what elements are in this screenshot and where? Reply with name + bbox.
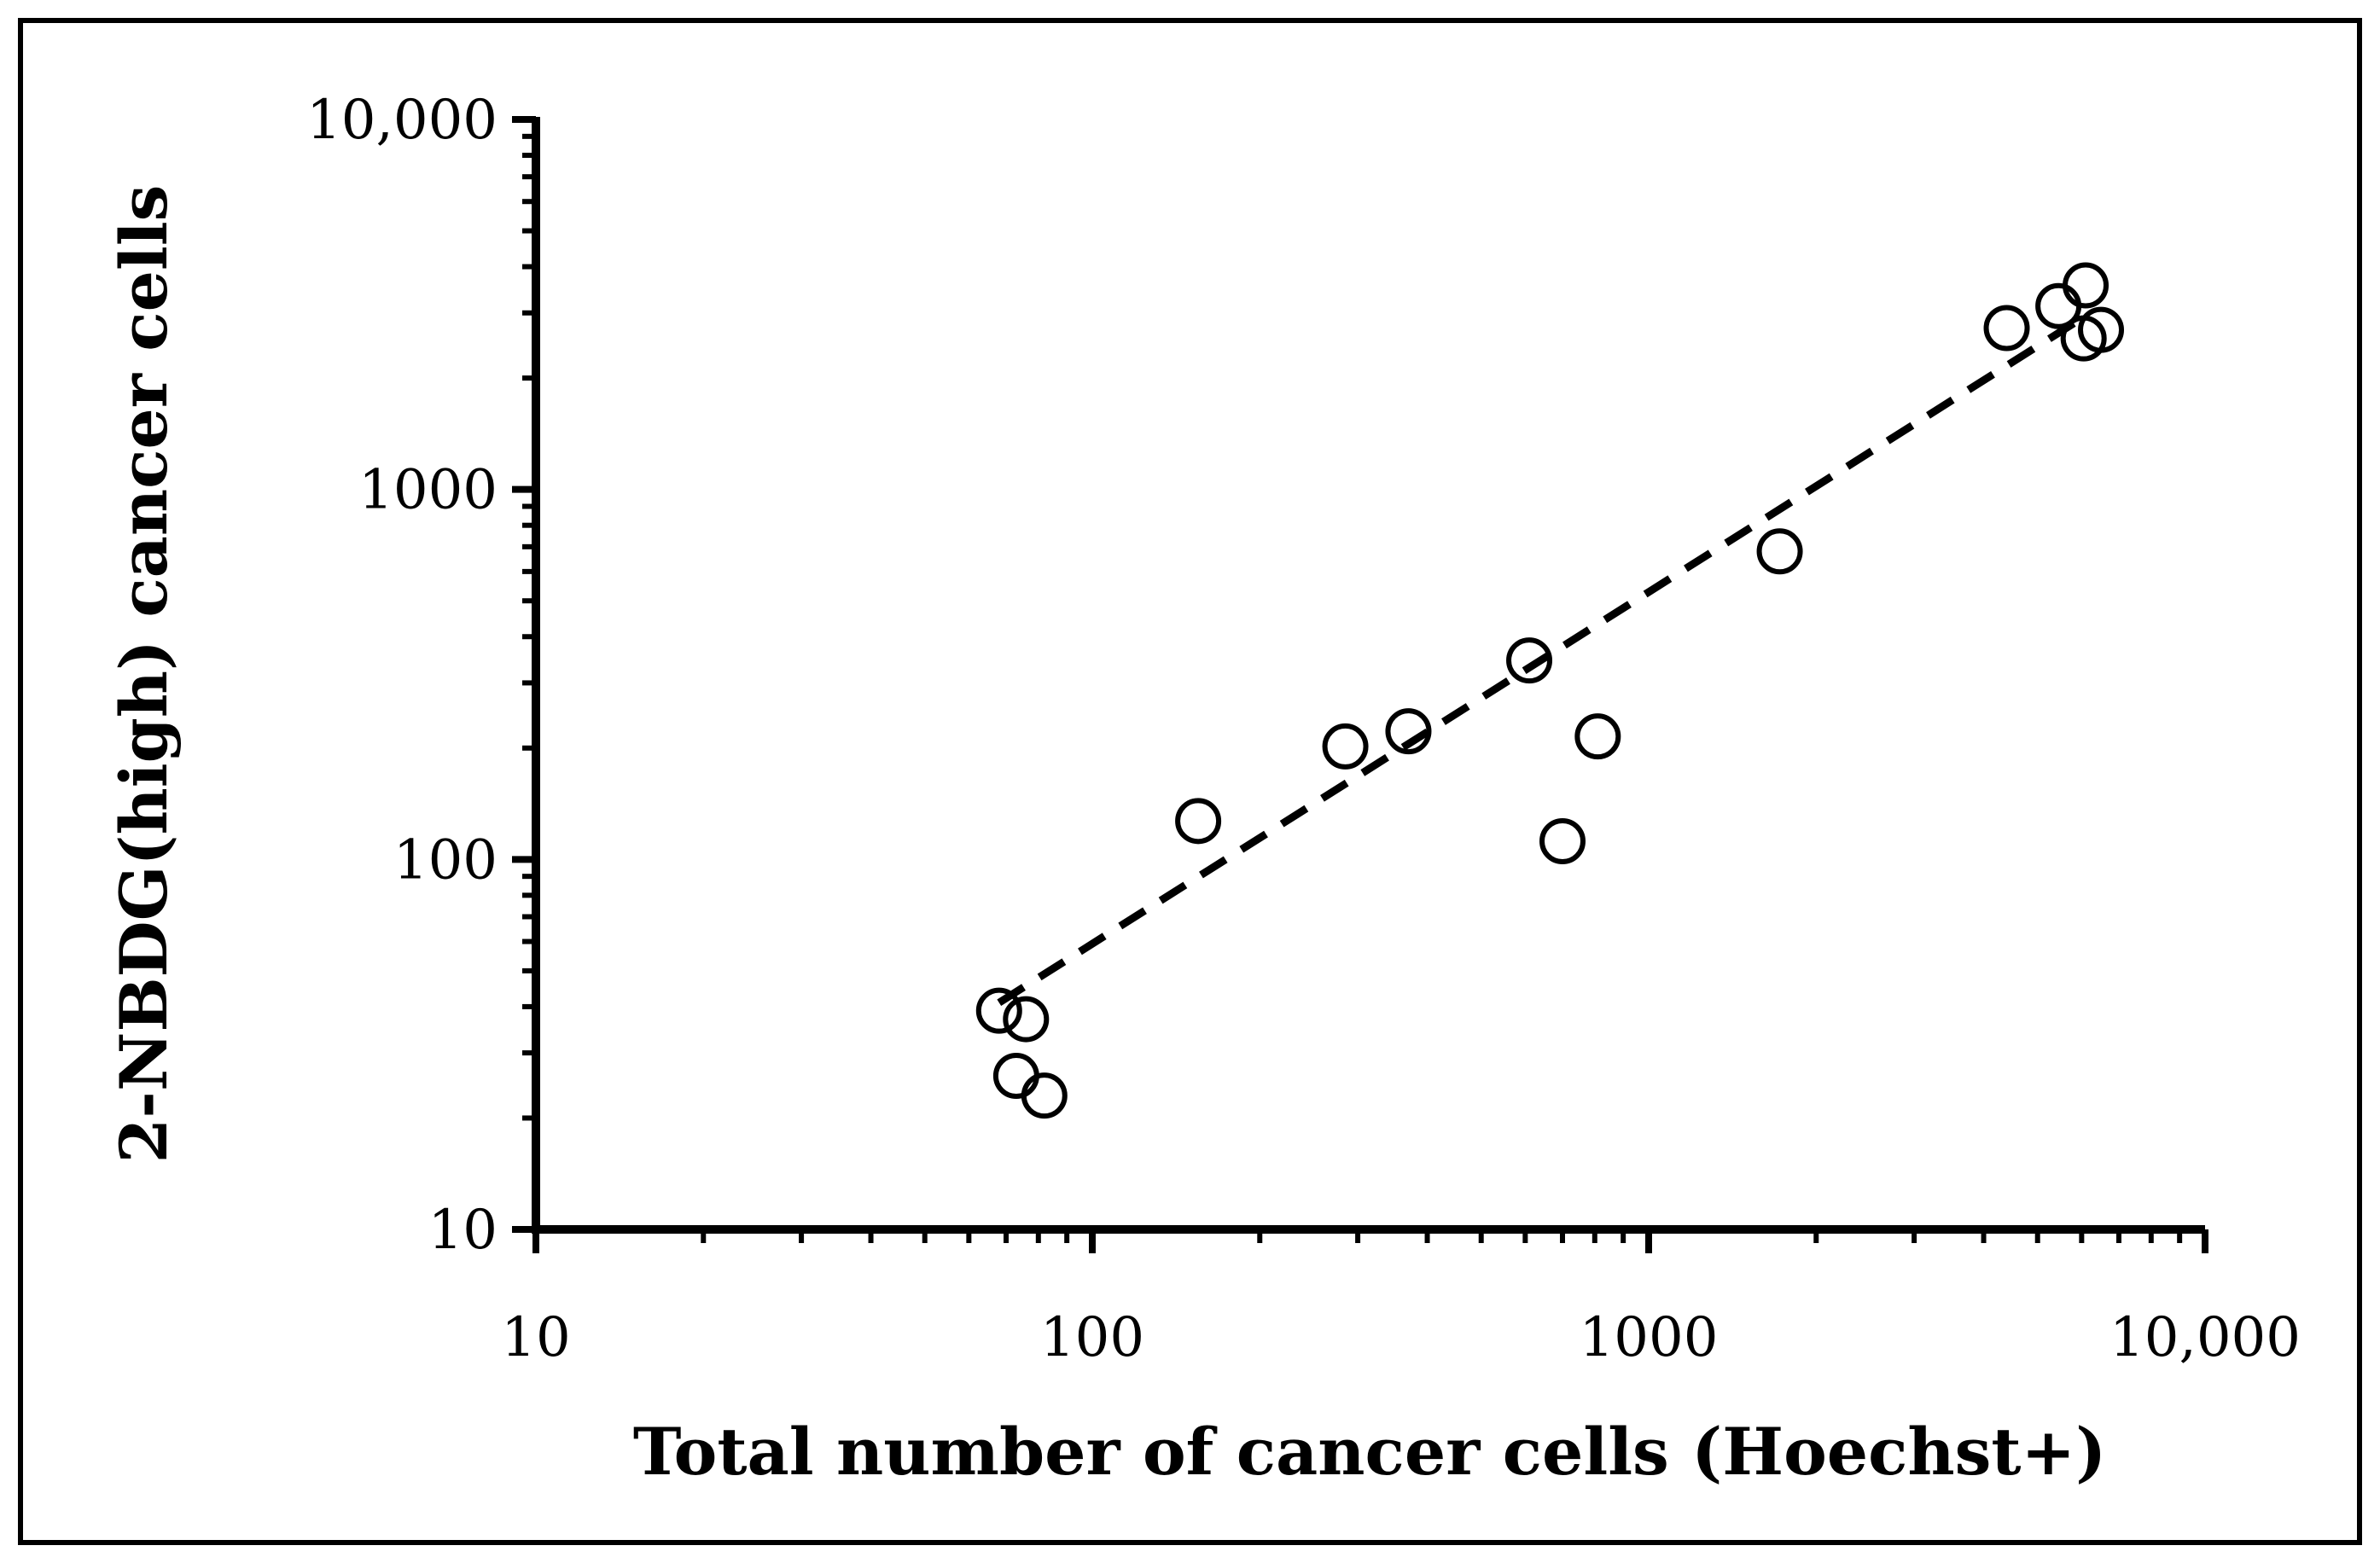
y-tick-label: 10 — [428, 1199, 498, 1262]
data-points — [975, 262, 2125, 1119]
x-tick-label: 10 — [501, 1306, 570, 1369]
data-point — [1385, 708, 1432, 755]
data-point — [2063, 262, 2109, 309]
data-point — [2078, 306, 2125, 353]
trend-line — [997, 315, 2084, 1007]
tick-labels: 10 100 1000 10,000 10 100 1000 10,000 — [306, 89, 2301, 1369]
data-point — [1539, 817, 1586, 864]
data-point — [1506, 637, 1553, 684]
data-point — [1021, 1072, 1068, 1119]
x-axis-title: Total number of cancer cells (Hoechst+) — [633, 1414, 2106, 1490]
data-point — [1983, 305, 2030, 352]
y-tick-label: 100 — [393, 828, 498, 892]
x-tick-label: 1000 — [1580, 1306, 1719, 1369]
x-tick-label: 10,000 — [2109, 1306, 2301, 1369]
data-point — [1175, 798, 1222, 845]
data-point — [1003, 996, 1050, 1043]
figure-frame — [18, 18, 2362, 1545]
data-point — [1322, 723, 1369, 770]
data-point — [1756, 528, 1803, 575]
y-axis-title: 2-NBDG(high) cancer cells — [106, 185, 182, 1164]
x-tick-label: 100 — [1040, 1306, 1144, 1369]
data-point — [975, 987, 1022, 1034]
data-point — [1574, 713, 1621, 760]
y-tick-label: 1000 — [358, 459, 498, 522]
y-tick-label: 10,000 — [306, 89, 498, 152]
